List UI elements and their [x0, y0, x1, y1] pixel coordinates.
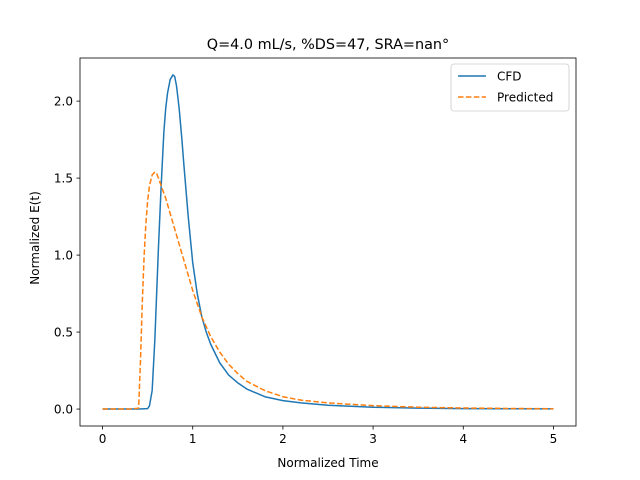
x-tick-label: 2	[279, 432, 287, 446]
x-axis-label: Normalized Time	[277, 456, 378, 470]
y-axis-ticks: 0.0 0.5 1.0 1.5 2.0	[54, 94, 80, 416]
y-tick-label: 1.5	[54, 171, 73, 185]
x-tick-label: 1	[189, 432, 197, 446]
y-tick-label: 1.0	[54, 248, 73, 262]
y-axis-label: Normalized E(t)	[28, 191, 42, 285]
legend: CFD Predicted	[450, 63, 570, 112]
chart-title: Q=4.0 mL/s, %DS=47, SRA=nan°	[207, 37, 450, 53]
y-tick-label: 2.0	[54, 94, 73, 108]
x-tick-label: 3	[369, 432, 377, 446]
axes-frame	[79, 57, 577, 427]
series-line-0	[102, 74, 554, 410]
y-tick-label: 0.5	[54, 325, 73, 339]
x-tick-label: 5	[550, 432, 558, 446]
legend-label-1: Predicted	[497, 90, 553, 104]
y-tick-label: 0.0	[54, 402, 73, 416]
legend-label-0: CFD	[497, 69, 522, 83]
x-tick-label: 4	[459, 432, 467, 446]
x-tick-label: 0	[99, 432, 107, 446]
plot-series	[102, 74, 554, 410]
x-axis-ticks: 0 1 2 3 4 5	[99, 426, 558, 446]
series-line-1	[102, 171, 554, 410]
